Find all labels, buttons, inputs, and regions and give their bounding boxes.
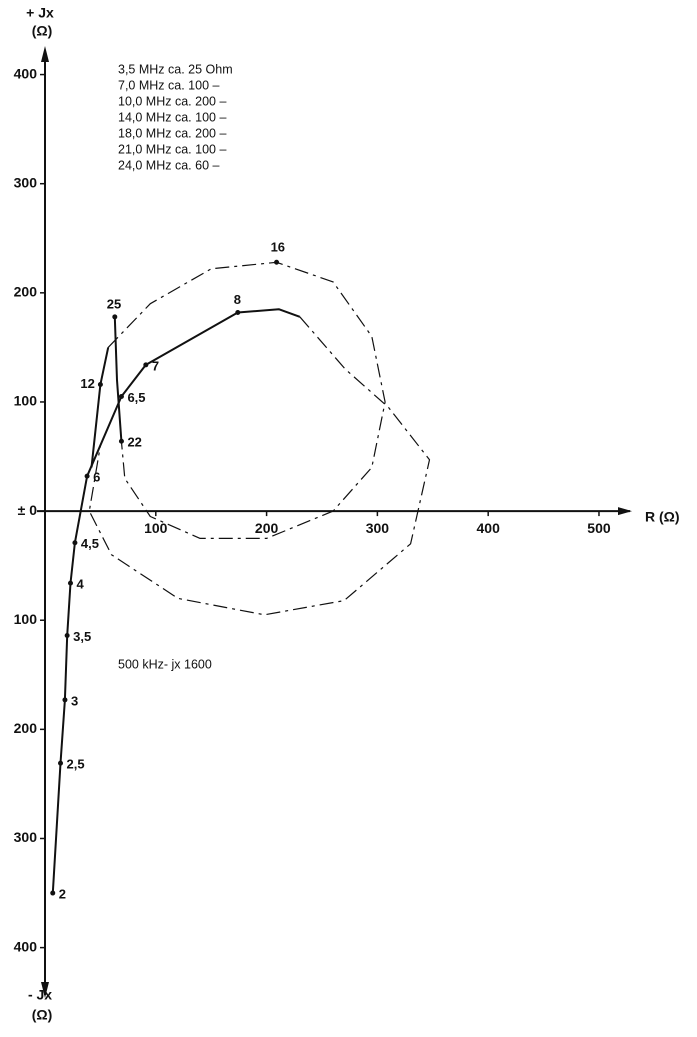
note-line: 7,0 MHz ca. 100 – bbox=[118, 78, 219, 92]
note-line: 24,0 MHz ca. 60 – bbox=[118, 158, 219, 172]
y-tick-label: 200 bbox=[14, 284, 38, 300]
frequency-point bbox=[235, 309, 241, 315]
y-tick-label: 400 bbox=[14, 65, 38, 81]
frequency-point bbox=[118, 438, 124, 444]
y-tick-label: 200 bbox=[14, 720, 38, 736]
x-tick-label: 400 bbox=[477, 520, 501, 536]
impedance-curve bbox=[107, 261, 386, 539]
x-tick-label: 200 bbox=[255, 520, 279, 536]
frequency-point bbox=[67, 580, 73, 586]
arrow bbox=[41, 46, 49, 62]
frequency-point bbox=[118, 394, 124, 400]
impedance-curve bbox=[88, 316, 431, 616]
impedance-curve bbox=[90, 347, 110, 468]
y-tick-label: 100 bbox=[14, 393, 38, 409]
frequency-point bbox=[97, 381, 103, 387]
annotation: 500 kHz- jx 1600 bbox=[118, 657, 212, 671]
x-axis-title: R (Ω) bbox=[645, 509, 680, 525]
note-line: 3,5 MHz ca. 25 Ohm bbox=[118, 62, 233, 76]
y-axis-unit-top: (Ω) bbox=[32, 23, 53, 39]
frequency-point bbox=[274, 259, 280, 265]
y-tick-label: 100 bbox=[14, 611, 38, 627]
arrow bbox=[618, 507, 632, 516]
frequency-point bbox=[84, 473, 90, 479]
y-axis-unit-bottom: (Ω) bbox=[32, 1007, 53, 1023]
frequency-point bbox=[50, 890, 56, 896]
frequency-label: 25 bbox=[107, 296, 121, 311]
x-tick-label: 100 bbox=[144, 520, 168, 536]
frequency-point bbox=[62, 697, 68, 703]
y-tick-label: 300 bbox=[14, 829, 38, 845]
frequency-point bbox=[64, 633, 70, 639]
impedance-curve bbox=[51, 308, 301, 894]
frequency-label: 6,5 bbox=[127, 390, 145, 405]
note-line: 10,0 MHz ca. 200 – bbox=[118, 94, 226, 108]
y-axis-title-top: + Jx bbox=[26, 5, 54, 21]
frequency-label: 4 bbox=[76, 577, 84, 592]
x-tick-label: 300 bbox=[366, 520, 390, 536]
frequency-point bbox=[58, 760, 64, 766]
frequency-label: 4,5 bbox=[81, 536, 99, 551]
frequency-label: 2 bbox=[59, 886, 66, 901]
impedance-curve bbox=[113, 316, 123, 442]
frequency-point bbox=[112, 314, 118, 320]
y-tick-label: ± 0 bbox=[18, 502, 38, 518]
note-line: 21,0 MHz ca. 100 – bbox=[118, 142, 226, 156]
y-tick-label: 400 bbox=[14, 938, 38, 954]
frequency-label: 3,5 bbox=[73, 629, 91, 644]
frequency-point bbox=[72, 540, 78, 546]
x-tick-label: 500 bbox=[587, 520, 611, 536]
frequency-label: 2,5 bbox=[67, 757, 85, 772]
y-tick-label: 300 bbox=[14, 174, 38, 190]
frequency-label: 22 bbox=[127, 435, 141, 450]
frequency-label: 3 bbox=[71, 693, 78, 708]
arrow bbox=[41, 982, 49, 998]
note-line: 18,0 MHz ca. 200 – bbox=[118, 126, 226, 140]
frequency-label: 16 bbox=[271, 240, 285, 255]
frequency-label: 6 bbox=[93, 470, 100, 485]
frequency-label: 7 bbox=[152, 358, 159, 373]
frequency-label: 8 bbox=[234, 292, 241, 307]
frequency-label: 12 bbox=[80, 376, 94, 391]
y-axis-title-bottom: - Jx bbox=[28, 987, 52, 1003]
note-line: 14,0 MHz ca. 100 – bbox=[118, 110, 226, 124]
frequency-point bbox=[143, 362, 149, 368]
